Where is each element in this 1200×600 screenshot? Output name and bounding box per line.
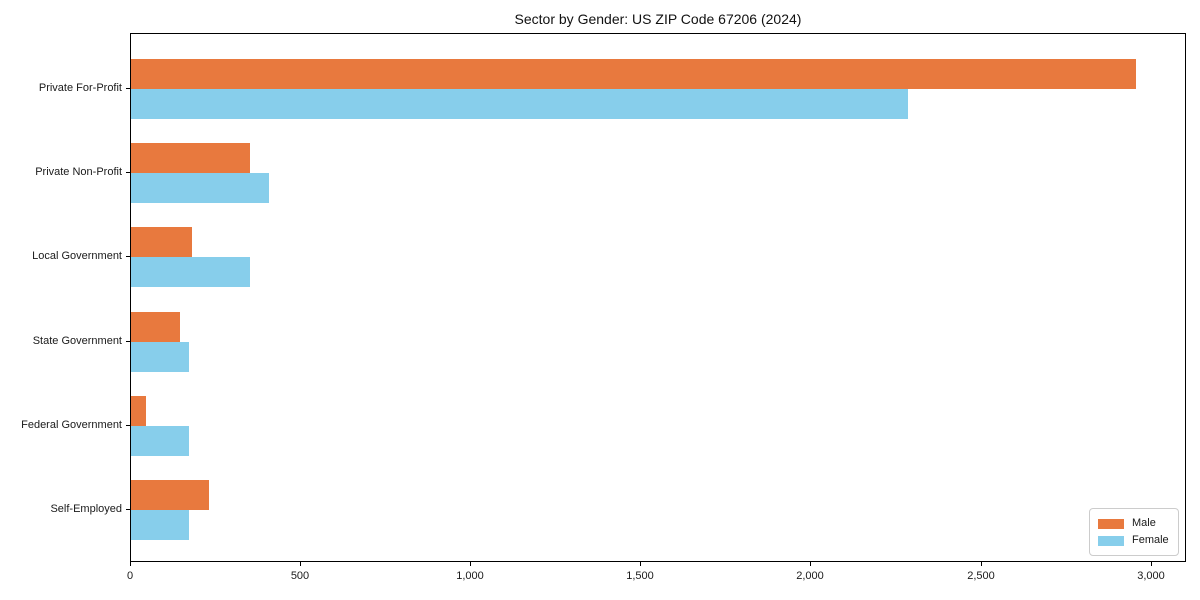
- x-tick-mark: [981, 562, 982, 566]
- x-tick-label-3000: 3,000: [1137, 570, 1165, 582]
- x-tick-mark: [810, 562, 811, 566]
- bar-private-for-profit-male: [131, 59, 1136, 89]
- y-tick-mark: [126, 425, 130, 426]
- y-tick-label-federal-government: Federal Government: [21, 419, 122, 431]
- y-tick-label-self-employed: Self-Employed: [50, 503, 122, 515]
- bar-state-government-male: [131, 312, 180, 342]
- legend: Male Female: [1089, 508, 1179, 556]
- x-tick-mark: [640, 562, 641, 566]
- legend-swatch-male: [1098, 518, 1124, 529]
- legend-label-female: Female: [1132, 534, 1169, 546]
- y-tick-label-private-for-profit: Private For-Profit: [38, 82, 122, 94]
- x-tick-label-1500: 1,500: [626, 570, 654, 582]
- x-tick-mark: [130, 562, 131, 566]
- bar-private-non-profit-female: [131, 173, 269, 203]
- x-tick-label-1000: 1,000: [456, 570, 484, 582]
- bar-federal-government-male: [131, 396, 146, 426]
- bar-self-employed-male: [131, 480, 209, 510]
- bar-state-government-female: [131, 342, 189, 372]
- bar-private-for-profit-female: [131, 89, 908, 119]
- bar-private-non-profit-male: [131, 143, 250, 173]
- x-tick-mark: [470, 562, 471, 566]
- y-tick-mark: [126, 172, 130, 173]
- x-tick-label-2000: 2,000: [796, 570, 824, 582]
- bar-federal-government-female: [131, 426, 189, 456]
- x-tick-label-500: 500: [290, 570, 310, 582]
- bar-local-government-female: [131, 257, 250, 287]
- y-tick-mark: [126, 509, 130, 510]
- plot-area: [130, 33, 1186, 562]
- y-tick-label-local-government: Local Government: [32, 250, 122, 262]
- x-tick-label-0: 0: [126, 570, 134, 582]
- y-tick-mark: [126, 88, 130, 89]
- y-tick-mark: [126, 341, 130, 342]
- bar-local-government-male: [131, 227, 192, 257]
- y-tick-mark: [126, 256, 130, 257]
- legend-item-female: Female: [1098, 532, 1170, 549]
- bar-self-employed-female: [131, 510, 189, 540]
- chart-title: Sector by Gender: US ZIP Code 67206 (202…: [514, 11, 802, 27]
- legend-item-male: Male: [1098, 515, 1170, 532]
- y-tick-label-private-non-profit: Private Non-Profit: [35, 166, 122, 178]
- legend-label-male: Male: [1132, 517, 1156, 529]
- y-tick-label-state-government: State Government: [32, 335, 122, 347]
- x-tick-mark: [300, 562, 301, 566]
- x-tick-label-2500: 2,500: [967, 570, 995, 582]
- x-tick-mark: [1151, 562, 1152, 566]
- legend-swatch-female: [1098, 535, 1124, 546]
